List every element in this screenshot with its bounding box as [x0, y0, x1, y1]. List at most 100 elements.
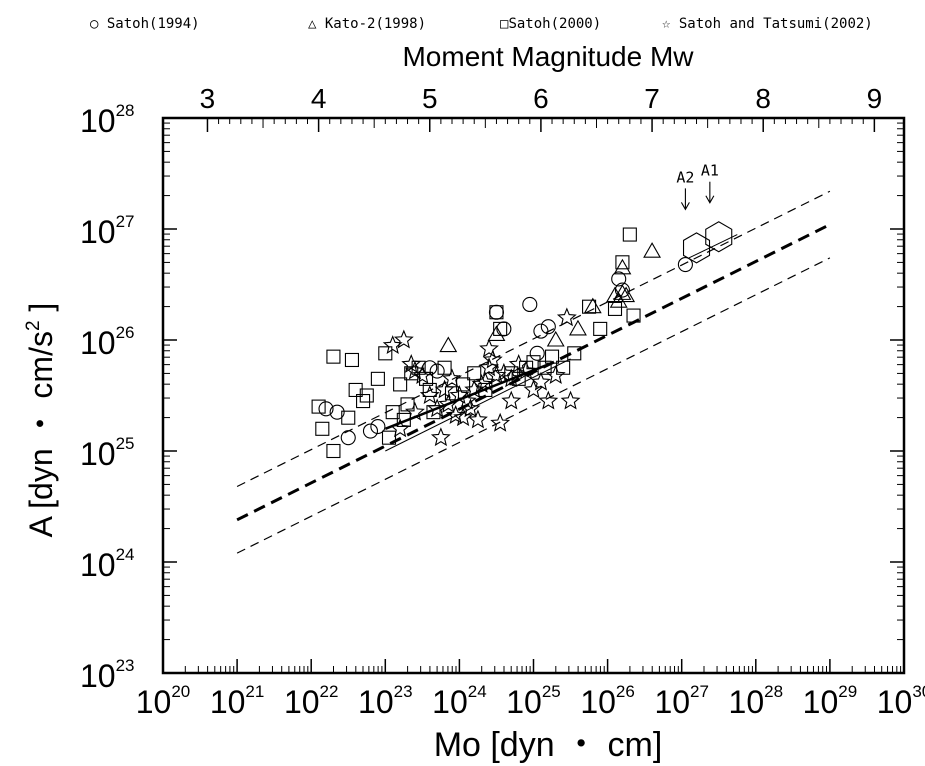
- star-point: [501, 368, 522, 388]
- annotation-arrowhead: [680, 202, 690, 211]
- square-point: [326, 349, 341, 364]
- star-point: [390, 418, 411, 438]
- square-point: [396, 412, 411, 427]
- circle-point: [370, 419, 386, 435]
- x-tick-label: 1026: [580, 682, 635, 720]
- tick-labels: 1020 1021 1022 1023 1024 1025 1026 1027 1028 1029…: [80, 83, 925, 720]
- top-tick-label: 3: [200, 83, 216, 114]
- top-tick-label: 6: [533, 83, 549, 114]
- regression-line: [236, 223, 831, 522]
- legend-entry-satoh-tatsumi-2002: ☆ Satoh and Tatsumi(2002): [662, 16, 873, 32]
- circle-point: [611, 271, 627, 287]
- large-event-hexagon: [705, 221, 733, 253]
- circle-point: [318, 401, 334, 417]
- top-axis-title: Moment Magnitude Mw: [402, 41, 694, 72]
- square-point: [341, 410, 356, 425]
- square-point: [544, 349, 560, 364]
- star-point: [412, 365, 433, 384]
- star-point: [490, 412, 511, 432]
- star-point: [445, 405, 466, 424]
- square-point: [593, 321, 608, 336]
- legend: ○ Satoh(1994) △ Kato-2(1998) □Satoh(2000…: [90, 16, 873, 32]
- x-tick-label: 1030: [877, 682, 925, 720]
- square-point: [393, 377, 408, 392]
- y-tick-label: 1023: [80, 656, 135, 694]
- square-point: [626, 308, 641, 323]
- triangle-point: [609, 292, 628, 308]
- y-tick-label: 1026: [80, 323, 135, 361]
- star-point: [516, 360, 537, 380]
- star-point: [530, 371, 551, 391]
- square-point: [607, 301, 623, 316]
- circle-point: [329, 404, 345, 420]
- legend-entry-kato-2-1998: △ Kato-2(1998): [308, 16, 426, 32]
- circle-point: [533, 323, 549, 339]
- star-point: [486, 365, 507, 384]
- circle-point: [488, 304, 505, 320]
- top-tick-label: 7: [644, 83, 660, 114]
- star-point: [404, 401, 425, 421]
- y-axis-title: A [dyn ・ cm/s2 ]: [23, 303, 59, 538]
- x-tick-label: 1020: [136, 682, 191, 720]
- square-point: [381, 430, 397, 445]
- axis-ticks: [162, 117, 905, 674]
- x-tick-label: 1029: [803, 682, 858, 720]
- square-point: [378, 346, 393, 361]
- circle-point: [540, 319, 556, 335]
- square-point: [582, 299, 597, 314]
- star-point: [419, 385, 440, 404]
- data-points: [311, 221, 733, 459]
- triangle-point: [583, 297, 602, 314]
- large-event-hexagon: [682, 232, 711, 264]
- star-point: [501, 390, 522, 410]
- star-point: [467, 409, 488, 429]
- square-point: [437, 360, 452, 375]
- square-point: [356, 393, 371, 409]
- y-tick-label: 1027: [80, 212, 135, 250]
- star-point: [556, 307, 577, 327]
- square-point: [315, 421, 330, 436]
- x-axis-title: Mo [dyn ・ cm]: [434, 726, 663, 764]
- square-point: [370, 371, 385, 386]
- star-point: [453, 407, 474, 427]
- star-point: [393, 329, 414, 349]
- circle-point: [496, 321, 512, 337]
- x-tick-label: 1025: [506, 682, 561, 720]
- triangle-point: [613, 258, 632, 275]
- triangle-point: [617, 286, 636, 303]
- star-point: [479, 357, 499, 377]
- star-point: [538, 390, 559, 410]
- annotation-label-a1: A1: [701, 162, 719, 180]
- x-tick-label: 1028: [729, 682, 784, 720]
- lower-bound-line: [236, 257, 831, 554]
- triangle-point: [487, 325, 506, 341]
- square-point: [622, 227, 637, 242]
- y-tick-label: 1024: [80, 545, 135, 583]
- top-tick-label: 4: [311, 83, 327, 114]
- legend-entry-satoh-2000: □Satoh(2000): [500, 16, 601, 32]
- fit-lines: [236, 190, 831, 554]
- y-tick-label: 1025: [80, 434, 135, 472]
- x-tick-label: 1024: [432, 682, 487, 720]
- square-point: [326, 443, 341, 459]
- star-point: [523, 379, 544, 399]
- star-point: [545, 365, 566, 384]
- circle-point: [677, 256, 693, 273]
- circle-point: [614, 282, 630, 298]
- annotation-label-a2: A2: [676, 168, 694, 186]
- circle-point: [529, 345, 545, 361]
- star-point: [434, 379, 455, 399]
- triangle-point: [643, 242, 662, 258]
- square-point: [489, 305, 504, 320]
- circle-point: [362, 423, 379, 439]
- x-tick-label: 1027: [654, 682, 709, 720]
- upper-bound-line: [236, 190, 831, 488]
- square-point: [511, 371, 526, 386]
- star-point: [479, 338, 499, 358]
- star-point: [456, 390, 477, 410]
- star-point: [460, 398, 481, 418]
- triangle-point: [546, 330, 565, 347]
- circle-point: [340, 430, 356, 446]
- circle-point: [429, 363, 445, 379]
- square-point: [537, 360, 552, 375]
